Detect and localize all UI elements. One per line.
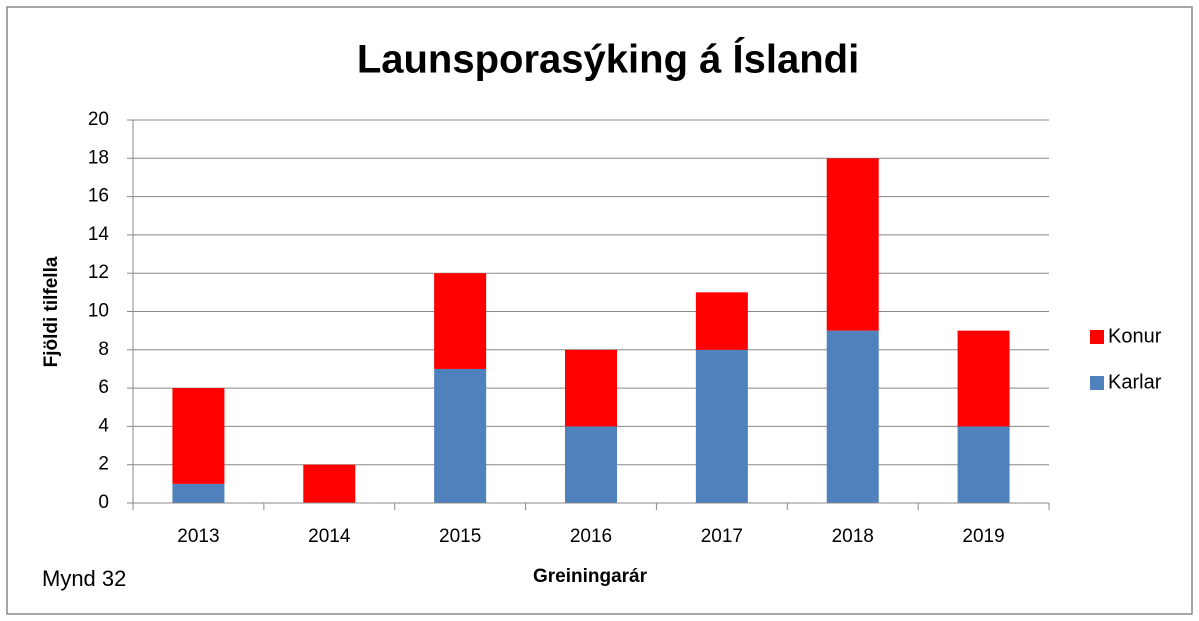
legend-label: Konur bbox=[1108, 325, 1162, 347]
bar-segment bbox=[434, 273, 487, 369]
x-axis-label: Greiningarár bbox=[533, 566, 648, 587]
x-tick-label: 2019 bbox=[962, 526, 1004, 547]
y-tick-label: 12 bbox=[88, 262, 109, 283]
x-tick-label: 2013 bbox=[177, 526, 219, 547]
y-axis-label: Fjöldi tilfella bbox=[41, 256, 62, 367]
y-tick-label: 8 bbox=[98, 339, 109, 360]
x-tick-label: 2015 bbox=[439, 526, 481, 547]
x-tick-label: 2014 bbox=[308, 526, 351, 547]
y-tick-label: 4 bbox=[98, 415, 109, 436]
y-tick-label: 14 bbox=[88, 224, 110, 245]
y-tick-label: 18 bbox=[88, 147, 109, 168]
legend-swatch bbox=[1090, 330, 1104, 344]
x-tick-label: 2016 bbox=[570, 526, 612, 547]
bar-segment bbox=[565, 426, 617, 503]
legend-swatch bbox=[1090, 376, 1104, 390]
bar-segment bbox=[303, 464, 356, 503]
legend-label: Karlar bbox=[1108, 371, 1162, 393]
x-tick-label: 2017 bbox=[701, 526, 743, 547]
chart-border bbox=[6, 6, 1193, 615]
x-tick-label: 2018 bbox=[832, 526, 874, 547]
bar-segment bbox=[434, 368, 487, 503]
bar-segment bbox=[826, 158, 879, 331]
bar-segment bbox=[695, 349, 748, 503]
bar-segment bbox=[172, 483, 225, 503]
bar-segment bbox=[565, 349, 617, 427]
y-tick-label: 16 bbox=[88, 186, 109, 207]
bar-segment bbox=[172, 388, 225, 484]
y-tick-label: 6 bbox=[98, 377, 109, 398]
y-tick-label: 2 bbox=[98, 454, 109, 475]
chart-title: Launsporasýking á Íslandi bbox=[357, 37, 859, 82]
y-tick-label: 10 bbox=[88, 301, 109, 322]
bar-segment bbox=[826, 330, 879, 503]
bar-segment bbox=[695, 292, 748, 350]
bar-segment bbox=[957, 426, 1010, 503]
y-tick-label: 20 bbox=[88, 109, 109, 130]
bar-segment bbox=[957, 330, 1010, 427]
y-tick-label: 0 bbox=[98, 492, 109, 513]
annotation: Mynd 32 bbox=[42, 566, 126, 591]
